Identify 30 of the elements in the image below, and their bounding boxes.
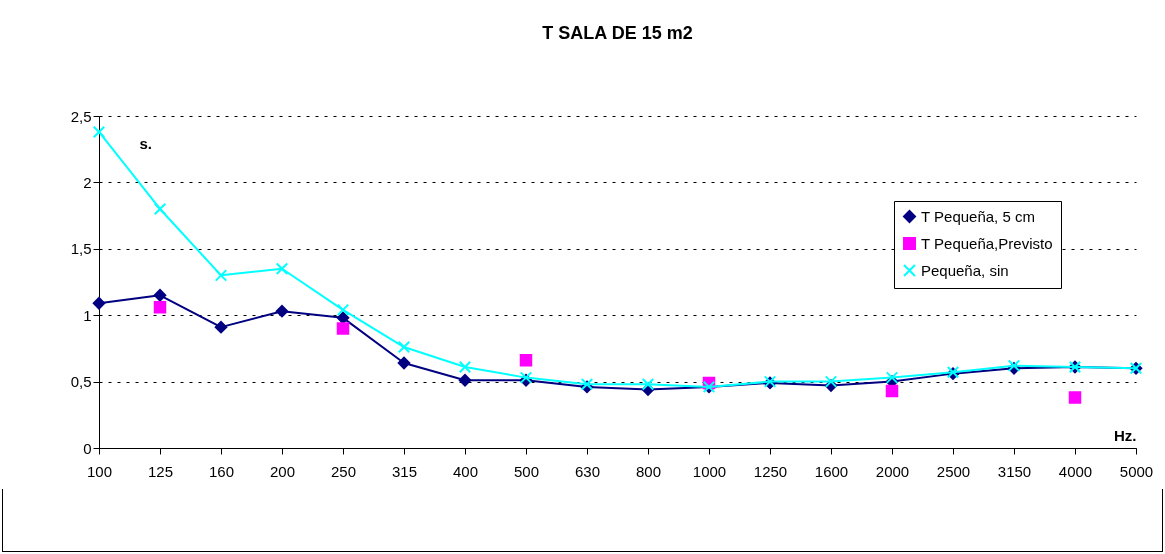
legend-label: Pequeña, sin <box>921 261 1009 279</box>
x-tick-label: 3150 <box>997 462 1032 480</box>
chart-title: T SALA DE 15 m2 <box>542 23 693 43</box>
x-tick-label: 500 <box>513 462 540 480</box>
x-tick-label: 4000 <box>1058 462 1093 480</box>
x-tick-label: 125 <box>147 462 174 480</box>
x-tick-label: 100 <box>86 462 113 480</box>
x-axis-title: Hz. <box>1114 426 1137 444</box>
legend-label: T Pequeña,Previsto <box>921 234 1053 252</box>
x-tick-label: 2000 <box>875 462 910 480</box>
x-tick-label: 630 <box>574 462 601 480</box>
y-tick-label: 1,5 <box>70 240 92 258</box>
x-tick-label: 1000 <box>692 462 727 480</box>
x-tick-label: 1250 <box>753 462 788 480</box>
x-tick-label: 160 <box>208 462 235 480</box>
y-tick-label: 1 <box>83 306 92 324</box>
y-axis-title: s. <box>139 134 153 152</box>
y-tick-label: 0 <box>83 439 92 457</box>
y-tick-label: 2,5 <box>70 107 92 125</box>
x-tick-label: 200 <box>269 462 296 480</box>
legend-label: T Pequeña, 5 cm <box>921 207 1035 225</box>
y-tick-label: 0,5 <box>70 373 92 391</box>
x-tick-label: 400 <box>452 462 479 480</box>
x-tick-label: 5000 <box>1119 462 1154 480</box>
x-tick-label: 2500 <box>936 462 971 480</box>
x-tick-label: 1600 <box>814 462 849 480</box>
x-tick-label: 800 <box>635 462 662 480</box>
x-tick-label: 315 <box>391 462 418 480</box>
y-tick-label: 2 <box>83 173 92 191</box>
x-tick-label: 250 <box>330 462 357 480</box>
